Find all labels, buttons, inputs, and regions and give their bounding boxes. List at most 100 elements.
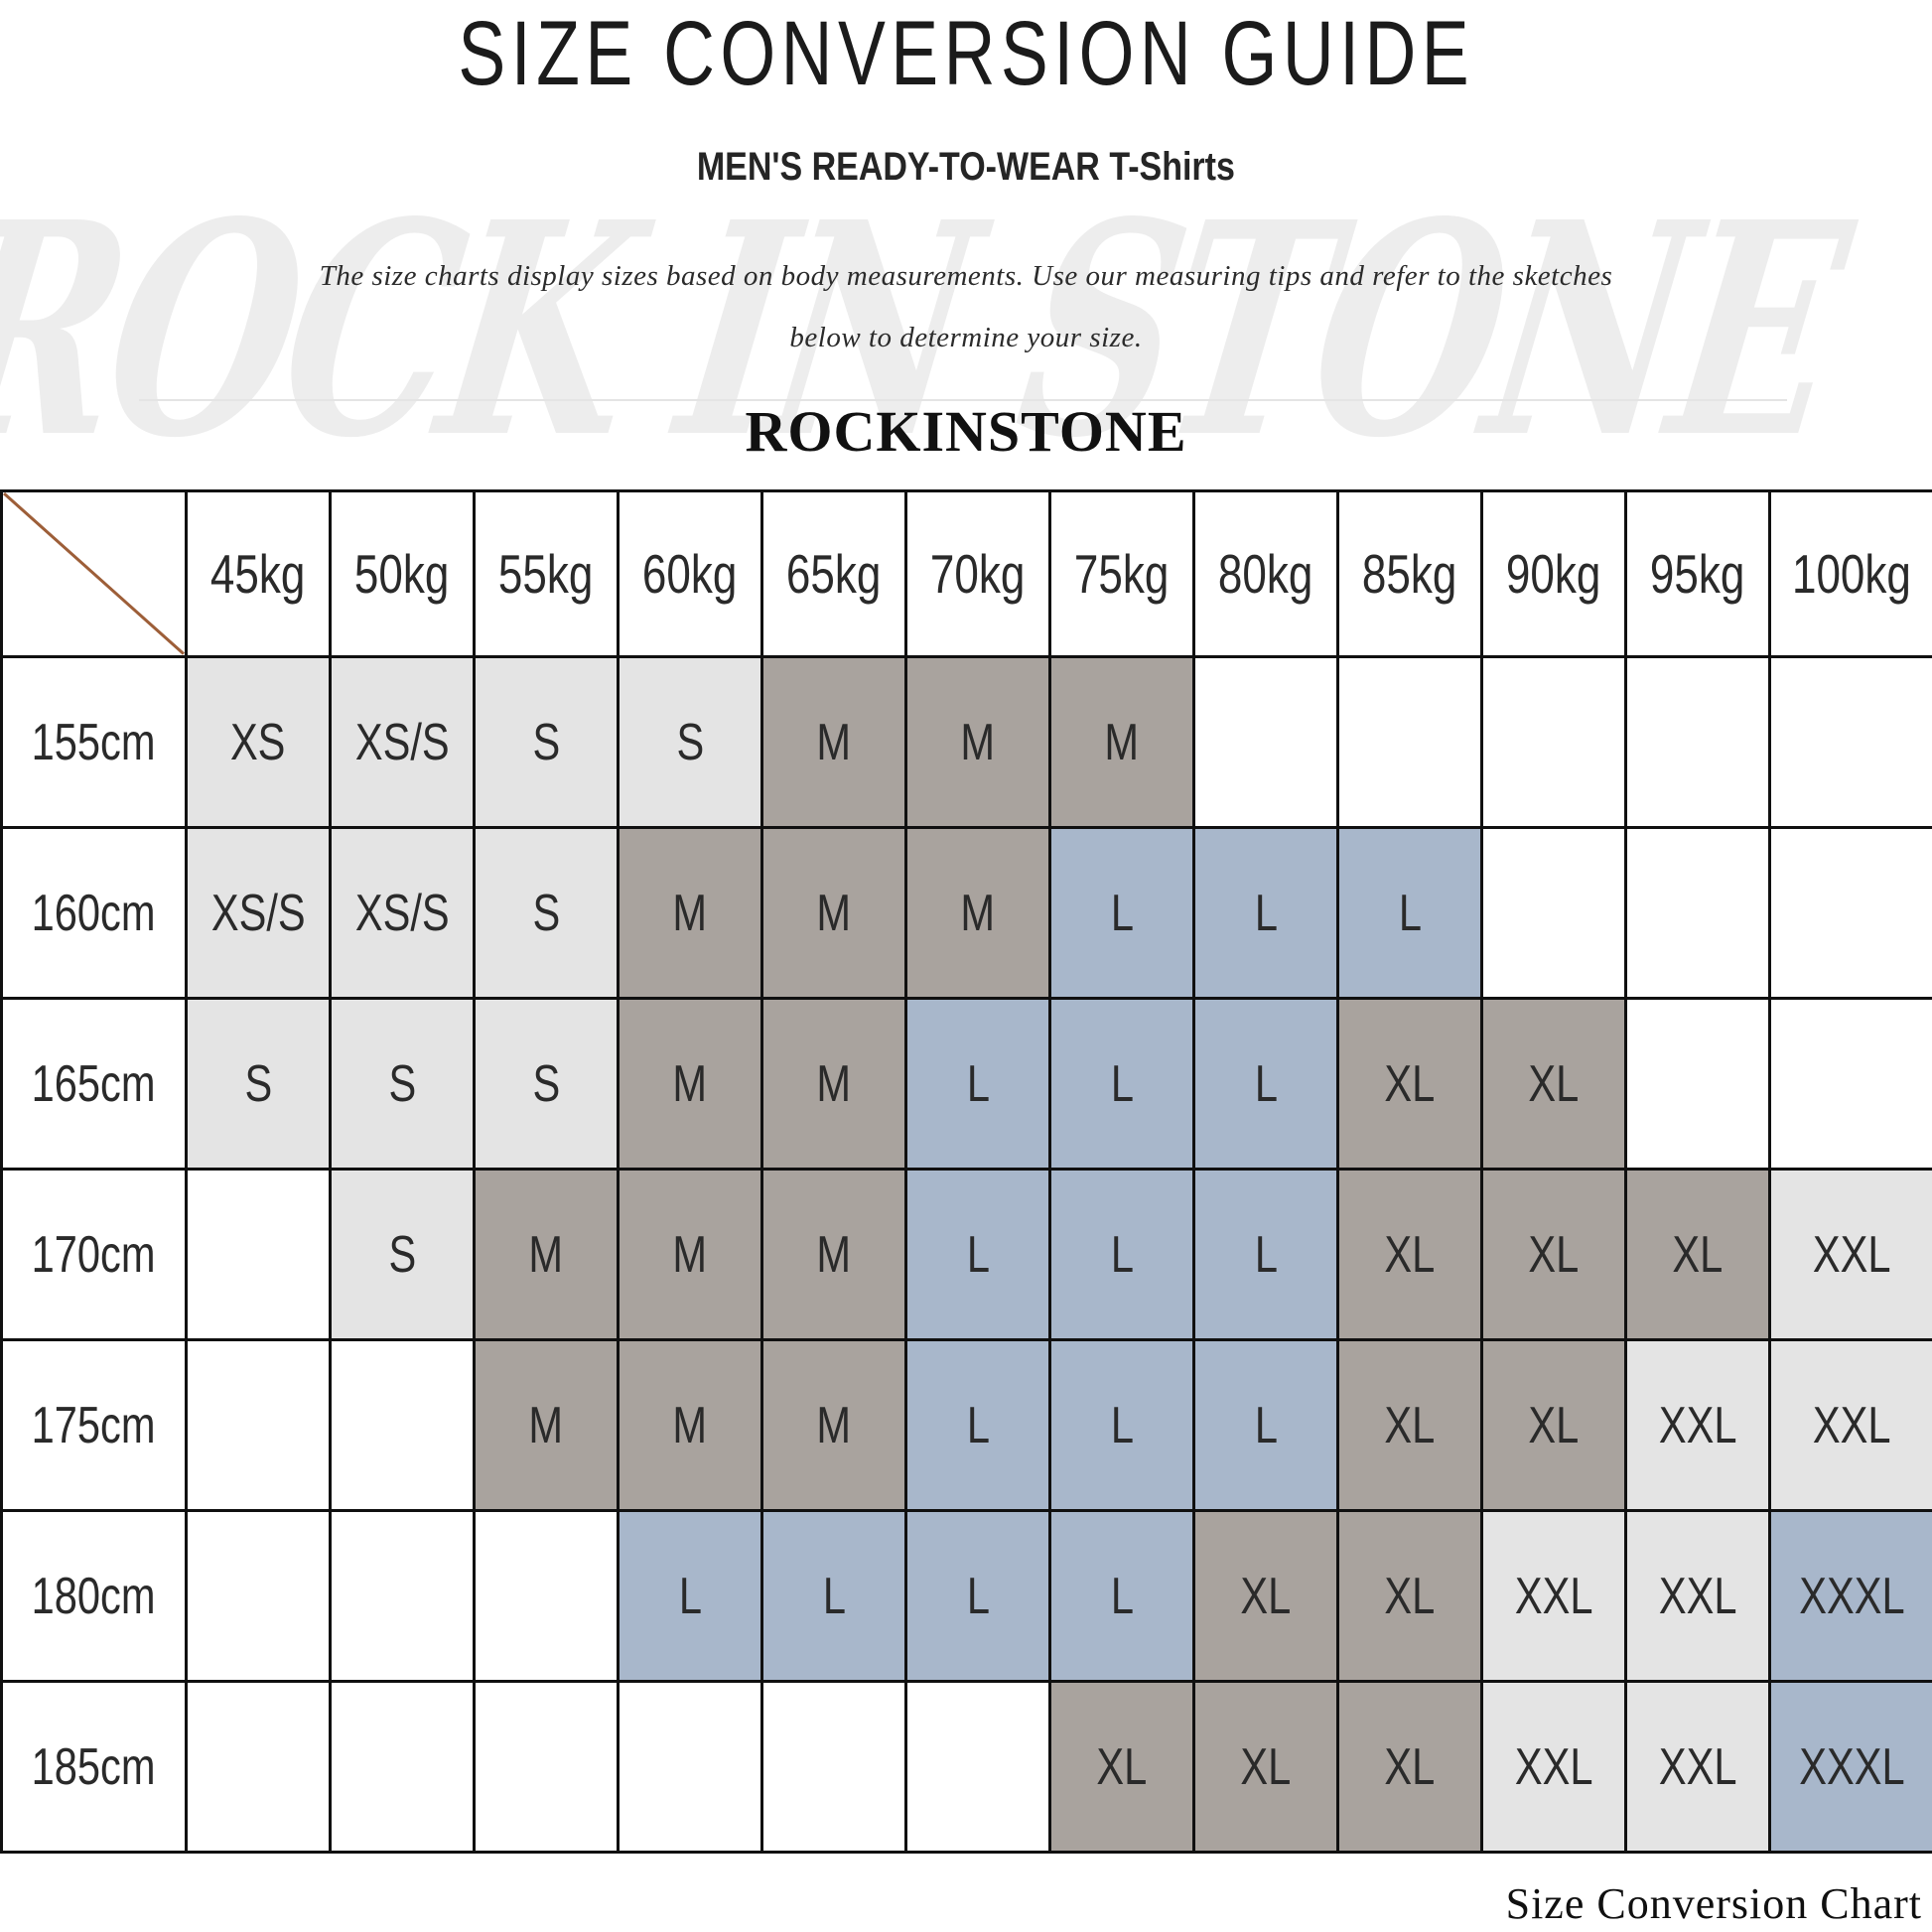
empty-cell bbox=[329, 1338, 476, 1512]
size-cell: S bbox=[329, 1168, 476, 1341]
size-cell: XL bbox=[1624, 1168, 1771, 1341]
size-cell: M bbox=[617, 826, 763, 1000]
brand-name: ROCKINSTONE bbox=[745, 399, 1187, 464]
corner-cell bbox=[0, 489, 188, 658]
empty-cell bbox=[1768, 655, 1932, 829]
size-cell: M bbox=[617, 1168, 763, 1341]
empty-cell bbox=[473, 1509, 620, 1683]
size-cell: S bbox=[185, 997, 332, 1171]
weight-header-cell: 100kg bbox=[1768, 489, 1932, 658]
size-cell: L bbox=[904, 1338, 1051, 1512]
empty-cell bbox=[1480, 826, 1627, 1000]
size-cell: XL bbox=[1480, 1338, 1627, 1512]
weight-header-cell: 65kg bbox=[760, 489, 907, 658]
corner-diagonal-line-icon bbox=[4, 493, 184, 654]
size-cell: L bbox=[1192, 1168, 1339, 1341]
height-row-label: 165cm bbox=[0, 997, 188, 1171]
weight-header-cell: 75kg bbox=[1048, 489, 1195, 658]
table-row: 155cm XS XS/S S S M M M bbox=[0, 655, 1932, 829]
size-cell: L bbox=[1192, 1338, 1339, 1512]
height-row-label: 160cm bbox=[0, 826, 188, 1000]
size-cell: XXL bbox=[1480, 1680, 1627, 1854]
size-cell: XL bbox=[1336, 997, 1483, 1171]
weight-header-cell: 45kg bbox=[185, 489, 332, 658]
empty-cell bbox=[1768, 997, 1932, 1171]
size-cell: XS/S bbox=[329, 826, 476, 1000]
size-cell: S bbox=[473, 997, 620, 1171]
height-row-label: 175cm bbox=[0, 1338, 188, 1512]
table-row: 180cm L L L L XL XL XXL XXL XXXL bbox=[0, 1509, 1932, 1683]
size-cell: M bbox=[1048, 655, 1195, 829]
page-title: SIZE CONVERSION GUIDE bbox=[0, 6, 1932, 102]
size-cell: XXL bbox=[1624, 1680, 1771, 1854]
empty-cell bbox=[185, 1509, 332, 1683]
size-cell: M bbox=[473, 1168, 620, 1341]
size-cell: L bbox=[617, 1509, 763, 1683]
subtitle-product: T-Shirts bbox=[1109, 145, 1236, 189]
table-row: 175cm M M M L L L XL XL XXL XXL bbox=[0, 1338, 1932, 1512]
empty-cell bbox=[329, 1509, 476, 1683]
size-cell: M bbox=[904, 655, 1051, 829]
weight-header-cell: 60kg bbox=[617, 489, 763, 658]
weight-header-row: 45kg 50kg 55kg 60kg 65kg 70kg 75kg 80kg 85kg 90kg… bbox=[0, 489, 1932, 658]
footer-caption: Size Conversion Chart bbox=[1505, 1879, 1922, 1928]
weight-header-cell: 50kg bbox=[329, 489, 476, 658]
size-cell: XXL bbox=[1624, 1338, 1771, 1512]
size-cell: L bbox=[904, 1168, 1051, 1341]
size-cell: XS/S bbox=[329, 655, 476, 829]
table-row: 165cm S S S M M L L L XL XL bbox=[0, 997, 1932, 1171]
size-cell: XL bbox=[1336, 1168, 1483, 1341]
size-cell: L bbox=[1336, 826, 1483, 1000]
size-cell: XXXL bbox=[1768, 1680, 1932, 1854]
empty-cell bbox=[473, 1680, 620, 1854]
size-cell: L bbox=[1192, 826, 1339, 1000]
size-cell: L bbox=[904, 1509, 1051, 1683]
subtitle: MEN'S READY-TO-WEAR T-Shirts bbox=[0, 145, 1932, 190]
size-cell: XL bbox=[1480, 997, 1627, 1171]
empty-cell bbox=[329, 1680, 476, 1854]
size-cell: L bbox=[1048, 1509, 1195, 1683]
size-cell: XXXL bbox=[1768, 1509, 1932, 1683]
height-row-label: 170cm bbox=[0, 1168, 188, 1341]
description-line-1: The size charts display sizes based on b… bbox=[319, 260, 1613, 292]
size-cell: S bbox=[329, 997, 476, 1171]
size-cell: S bbox=[473, 826, 620, 1000]
size-cell: L bbox=[1048, 826, 1195, 1000]
weight-header-cell: 70kg bbox=[904, 489, 1051, 658]
empty-cell bbox=[1480, 655, 1627, 829]
size-cell: XL bbox=[1336, 1338, 1483, 1512]
table-row: 170cm S M M M L L L XL XL XL XXL bbox=[0, 1168, 1932, 1341]
empty-cell bbox=[1624, 826, 1771, 1000]
weight-header-cell: 55kg bbox=[473, 489, 620, 658]
empty-cell bbox=[185, 1338, 332, 1512]
empty-cell bbox=[1624, 997, 1771, 1171]
weight-header-cell: 90kg bbox=[1480, 489, 1627, 658]
empty-cell bbox=[1624, 655, 1771, 829]
size-cell: XL bbox=[1336, 1680, 1483, 1854]
size-cell: M bbox=[617, 997, 763, 1171]
size-cell: M bbox=[473, 1338, 620, 1512]
size-cell: L bbox=[1192, 997, 1339, 1171]
weight-header-cell: 95kg bbox=[1624, 489, 1771, 658]
size-cell: L bbox=[760, 1509, 907, 1683]
size-cell: XL bbox=[1336, 1509, 1483, 1683]
empty-cell bbox=[185, 1168, 332, 1341]
divider-line bbox=[139, 399, 1787, 401]
table-row: 160cm XS/S XS/S S M M M L L L bbox=[0, 826, 1932, 1000]
size-cell: M bbox=[617, 1338, 763, 1512]
height-row-label: 185cm bbox=[0, 1680, 188, 1854]
empty-cell bbox=[1768, 826, 1932, 1000]
size-cell: XXL bbox=[1768, 1338, 1932, 1512]
page-title-text: SIZE CONVERSION GUIDE bbox=[458, 3, 1474, 104]
size-cell: S bbox=[617, 655, 763, 829]
empty-cell bbox=[760, 1680, 907, 1854]
size-cell: XL bbox=[1048, 1680, 1195, 1854]
empty-cell bbox=[1336, 655, 1483, 829]
size-cell: L bbox=[1048, 1168, 1195, 1341]
subtitle-category: MEN'S READY-TO-WEAR bbox=[696, 145, 1101, 189]
size-cell: XXL bbox=[1480, 1509, 1627, 1683]
table-row: 185cm XL XL XL XXL XXL XXXL bbox=[0, 1680, 1932, 1854]
size-cell: XL bbox=[1192, 1680, 1339, 1854]
size-cell: L bbox=[1048, 997, 1195, 1171]
size-cell: L bbox=[904, 997, 1051, 1171]
